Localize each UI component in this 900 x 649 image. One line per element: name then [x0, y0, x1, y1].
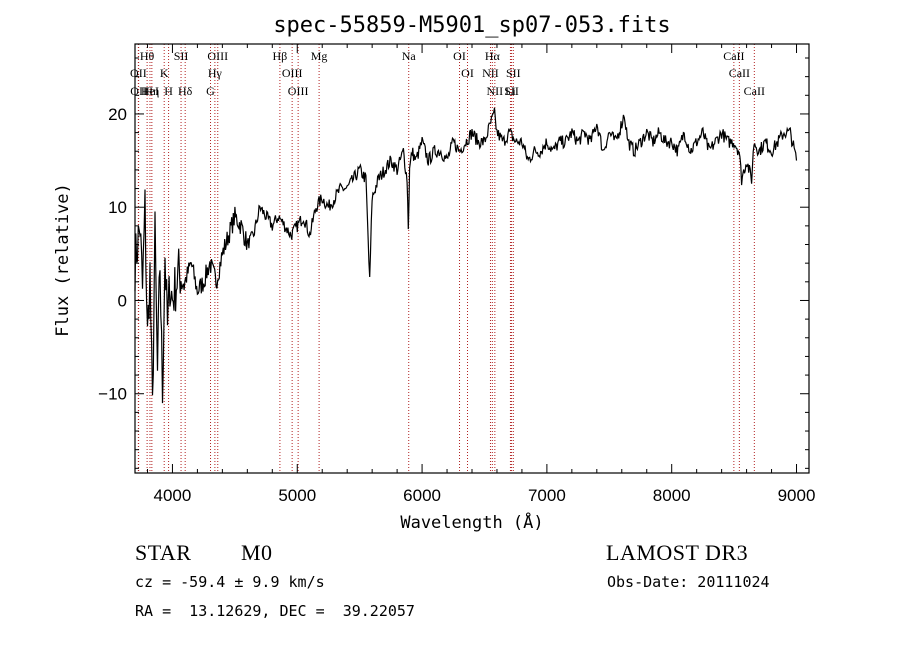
line-marker-label-10: Hγ [208, 66, 223, 80]
y-tick-label: 20 [108, 105, 127, 124]
x-axis: 4000 5000 6000 7000 8000 9000 [146, 44, 816, 505]
observation-date: Obs-Date: 20111024 [607, 573, 770, 591]
line-marker-label-20: NII [482, 66, 499, 80]
y-tick-label: 0 [118, 291, 127, 310]
line-marker-label-19: Hα [485, 49, 501, 63]
line-marker-label-26: CaII [729, 66, 750, 80]
line-marker-label-11: G [206, 84, 215, 98]
line-marker-label-1: OII [130, 66, 147, 80]
line-marker-label-3: HeI [141, 84, 159, 98]
line-marker-label-21: NII [487, 84, 504, 98]
x-tick-label: 4000 [154, 486, 192, 505]
line-marker-label-5: K [160, 66, 169, 80]
x-axis-label: Wavelength (Å) [400, 511, 543, 533]
line-marker-label-25: CaII [723, 49, 744, 63]
chart-title: spec-55859-M5901_sp07-053.fits [273, 13, 670, 38]
line-marker-label-16: Na [402, 49, 417, 63]
spectrum-line [134, 107, 798, 404]
y-axis: −10 0 10 20 [98, 57, 809, 469]
coordinates: RA = 13.12629, DEC = 39.22057 [135, 602, 415, 620]
line-marker-label-12: Hβ [273, 49, 288, 63]
redshift-velocity: cz = -59.4 ± 9.9 km/s [135, 573, 325, 591]
line-marker-label-23: SII [506, 66, 521, 80]
object-class: STAR [135, 540, 192, 565]
line-marker-label-15: Mg [311, 49, 328, 63]
x-tick-label: 8000 [653, 486, 691, 505]
line-marker-label-27: CaII [744, 84, 765, 98]
survey-name: LAMOST DR3 [606, 540, 749, 565]
y-tick-label: 10 [108, 198, 127, 217]
y-tick-label: −10 [98, 385, 127, 404]
line-marker-label-7: SII [174, 49, 189, 63]
line-marker-label-6: H [164, 84, 173, 98]
x-tick-label: 7000 [528, 486, 566, 505]
line-markers [137, 44, 755, 473]
object-subclass: M0 [241, 540, 273, 565]
plot-frame [134, 43, 810, 474]
line-marker-label-14: OIII [288, 84, 309, 98]
y-axis-label: Flux (relative) [53, 183, 73, 337]
line-marker-label-13: OIII [282, 66, 303, 80]
x-tick-label: 5000 [278, 486, 316, 505]
line-marker-label-4: Hη [144, 84, 159, 98]
spectrum-chart: spec-55859-M5901_sp07-053.fits HθOIIOIIH… [53, 13, 816, 533]
x-tick-label: 9000 [778, 486, 816, 505]
x-tick-label: 6000 [403, 486, 441, 505]
line-marker-label-0: Hθ [140, 49, 155, 63]
line-marker-label-8: Hδ [178, 84, 193, 98]
line-marker-label-17: OI [453, 49, 466, 63]
line-marker-label-24: Li [505, 84, 516, 98]
line-marker-label-18: OI [461, 66, 474, 80]
line-marker-label-9: OIII [207, 49, 228, 63]
line-marker-label-22: SII [504, 84, 519, 98]
